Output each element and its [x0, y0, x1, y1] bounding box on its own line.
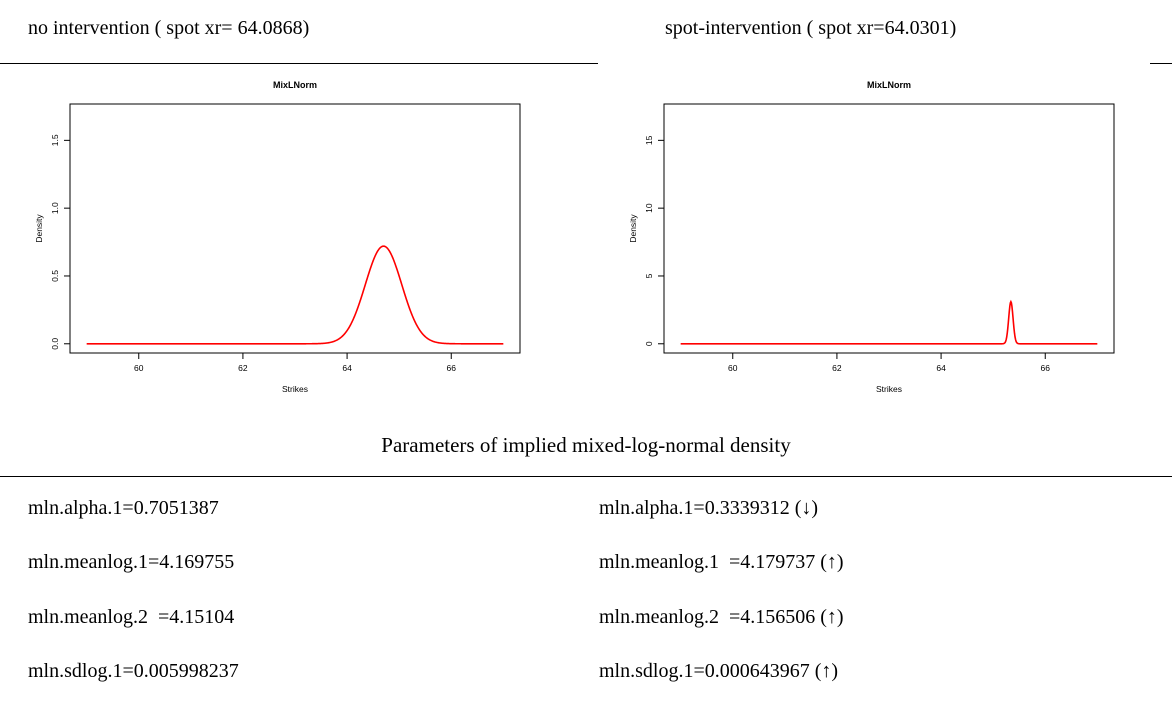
param-left-meanlog2: mln.meanlog.2 =4.15104: [28, 606, 235, 628]
y-axis-label: Density: [34, 214, 44, 243]
header-spot-intervention: spot-intervention ( spot xr=64.0301): [665, 17, 957, 39]
param-right-meanlog1: mln.meanlog.1 =4.179737 (↑): [599, 551, 844, 573]
top-rule-right: [1150, 63, 1172, 64]
chart-spot-intervention: MixLNorm Strikes Density 60 62 64 66 0 5 10 15: [622, 76, 1122, 398]
plot-frame: [663, 103, 1115, 354]
chart-title: MixLNorm: [867, 80, 911, 90]
chart-no-intervention-svg: MixLNorm Strikes Density 60 62 64 66 0.0 0.5 1.0 1…: [34, 80, 521, 394]
density-curve: [680, 299, 1098, 345]
y-tick-label: 10: [644, 203, 654, 213]
param-right-alpha: mln.alpha.1=0.3339312 (↓): [599, 497, 819, 519]
chart-spot-intervention-svg: MixLNorm Strikes Density 60 62 64 66 0 5 10 15: [628, 80, 1115, 394]
x-tick-label: 64: [342, 363, 352, 373]
x-tick-label: 66: [1041, 363, 1051, 373]
x-tick-label: 64: [936, 363, 946, 373]
top-rule-left: [0, 63, 598, 64]
y-axis-label: Density: [628, 214, 638, 243]
table-rule: [0, 476, 1172, 477]
x-tick-label: 62: [238, 363, 248, 373]
y-tick-label: 0: [644, 341, 654, 346]
y-tick-label: 5: [644, 273, 654, 278]
density-curve: [86, 245, 504, 345]
y-tick-label: 15: [644, 135, 654, 145]
y-tick-label: 1.5: [50, 134, 60, 146]
chart-no-intervention: MixLNorm Strikes Density 60 62 64 66 0.0 0.5 1.0 1…: [28, 76, 528, 398]
x-axis-label: Strikes: [876, 384, 902, 394]
y-tick-label: 1.0: [50, 202, 60, 214]
parameters-caption: Parameters of implied mixed-log-normal d…: [381, 433, 791, 457]
x-tick-label: 60: [728, 363, 738, 373]
y-tick-label: 0.5: [50, 270, 60, 282]
y-tick-label: 0.0: [50, 338, 60, 350]
header-no-intervention: no intervention ( spot xr= 64.0868): [28, 17, 310, 39]
param-right-sdlog1: mln.sdlog.1=0.000643967 (↑): [599, 660, 839, 682]
param-right-meanlog2: mln.meanlog.2 =4.156506 (↑): [599, 606, 844, 628]
x-tick-label: 66: [447, 363, 457, 373]
x-tick-label: 60: [134, 363, 144, 373]
plot-frame: [69, 103, 521, 354]
param-left-alpha: mln.alpha.1=0.7051387: [28, 497, 219, 519]
param-left-sdlog1: mln.sdlog.1=0.005998237: [28, 660, 239, 682]
param-left-meanlog1: mln.meanlog.1=4.169755: [28, 551, 235, 573]
chart-title: MixLNorm: [273, 80, 317, 90]
x-axis-label: Strikes: [282, 384, 308, 394]
x-tick-label: 62: [832, 363, 842, 373]
